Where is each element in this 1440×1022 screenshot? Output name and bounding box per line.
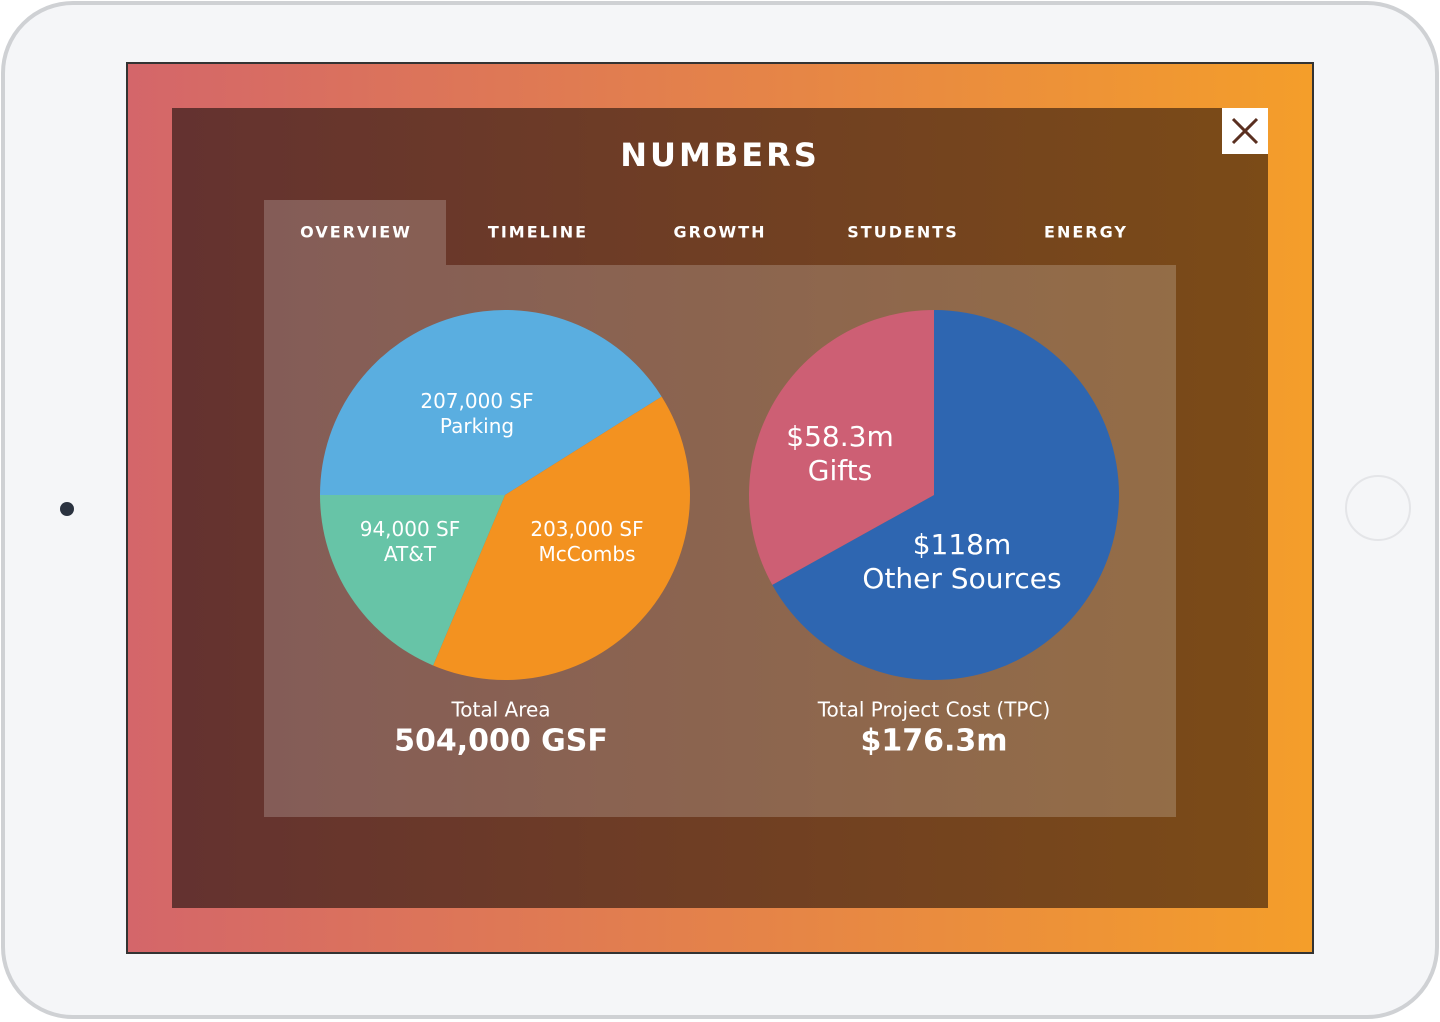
pie-slice [749, 310, 934, 585]
pie-slice [772, 310, 1119, 680]
tab-label[interactable]: OVERVIEW [300, 223, 412, 242]
chart-caption: Total Area [450, 698, 550, 722]
pie-slice [320, 310, 662, 495]
chart-total: $176.3m [860, 724, 1007, 759]
slice-category-label: Gifts [808, 454, 872, 487]
pie-slice [433, 396, 690, 681]
camera [60, 502, 74, 516]
slice-value-label: 207,000 SF [420, 389, 533, 413]
home-button[interactable] [1345, 475, 1411, 541]
slice-value-label: 203,000 SF [530, 517, 643, 541]
slice-category-label: McCombs [538, 542, 635, 566]
chart-caption: Total Project Cost (TPC) [817, 698, 1051, 722]
slice-value-label: $58.3m [786, 420, 893, 453]
pie-slice [320, 495, 505, 666]
tab-label[interactable]: ENERGY [1044, 223, 1128, 242]
tab-label[interactable]: TIMELINE [488, 223, 588, 242]
slice-category-label: AT&T [384, 542, 437, 566]
modal-title: NUMBERS [620, 136, 820, 174]
chart-total: 504,000 GSF [394, 724, 608, 759]
tab-label[interactable]: STUDENTS [847, 223, 958, 242]
slice-value-label: $118m [913, 528, 1012, 561]
tab-label[interactable]: GROWTH [673, 223, 766, 242]
slice-value-label: 94,000 SF [360, 517, 461, 541]
slice-category-label: Parking [440, 414, 514, 438]
active-tab[interactable] [264, 200, 446, 265]
close-icon [1231, 117, 1259, 145]
slice-category-label: Other Sources [862, 562, 1061, 595]
